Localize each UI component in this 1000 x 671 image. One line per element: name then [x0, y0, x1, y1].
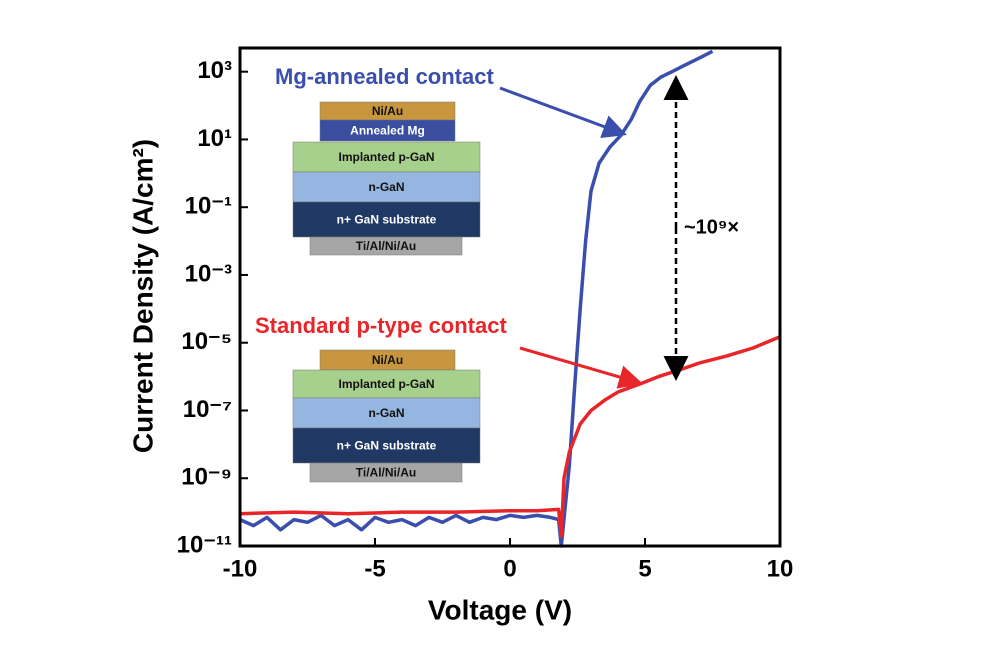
- y-tick-label: 10⁻⁵: [181, 328, 232, 355]
- layer-label: n-GaN: [369, 180, 405, 194]
- x-tick-label: -5: [364, 555, 385, 582]
- layer: [292, 171, 481, 203]
- layer: [292, 369, 481, 399]
- layer-label: Ni/Au: [372, 104, 403, 118]
- y-axis-title: Current Density (A/cm²): [127, 139, 158, 453]
- layer: [309, 236, 463, 256]
- ratio-label: ~10⁹×: [684, 216, 739, 238]
- y-tick-label: 10⁻³: [185, 260, 232, 287]
- series-label: Mg-annealed contact: [275, 64, 494, 89]
- layer: [292, 397, 481, 429]
- layer-label: n-GaN: [369, 406, 405, 420]
- y-tick-label: 10⁻⁹: [181, 464, 232, 491]
- x-tick-label: 10: [767, 555, 794, 582]
- layer: [292, 201, 481, 238]
- layer-label: n+ GaN substrate: [337, 213, 437, 227]
- data-line: [239, 335, 781, 538]
- pointer: [499, 86, 627, 138]
- y-tick-label: 10¹: [197, 125, 232, 152]
- layer-label: Annealed Mg: [350, 124, 425, 138]
- layer-label: Implanted p-GaN: [338, 377, 434, 391]
- x-tick-label: 0: [503, 555, 516, 582]
- layer-label: Ti/Al/Ni/Au: [356, 466, 416, 480]
- y-tick-label: 10⁻⁷: [183, 396, 232, 423]
- y-tick-label: 10⁻¹¹: [177, 531, 232, 558]
- x-tick-label: 5: [638, 555, 651, 582]
- layer-label: n+ GaN substrate: [337, 439, 437, 453]
- layer: [319, 119, 456, 142]
- pointer: [519, 346, 643, 389]
- layer-label: Implanted p-GaN: [338, 150, 434, 164]
- series-label: Standard p-type contact: [255, 313, 507, 338]
- y-tick-label: 10³: [197, 57, 232, 84]
- x-tick-label: -10: [223, 555, 258, 582]
- x-axis-title: Voltage (V): [428, 594, 572, 625]
- y-tick-label: 10⁻¹: [185, 193, 232, 220]
- layer-label: Ti/Al/Ni/Au: [356, 239, 416, 253]
- layer-label: Ni/Au: [372, 353, 403, 367]
- layer: [309, 462, 463, 483]
- data-line: [239, 49, 714, 548]
